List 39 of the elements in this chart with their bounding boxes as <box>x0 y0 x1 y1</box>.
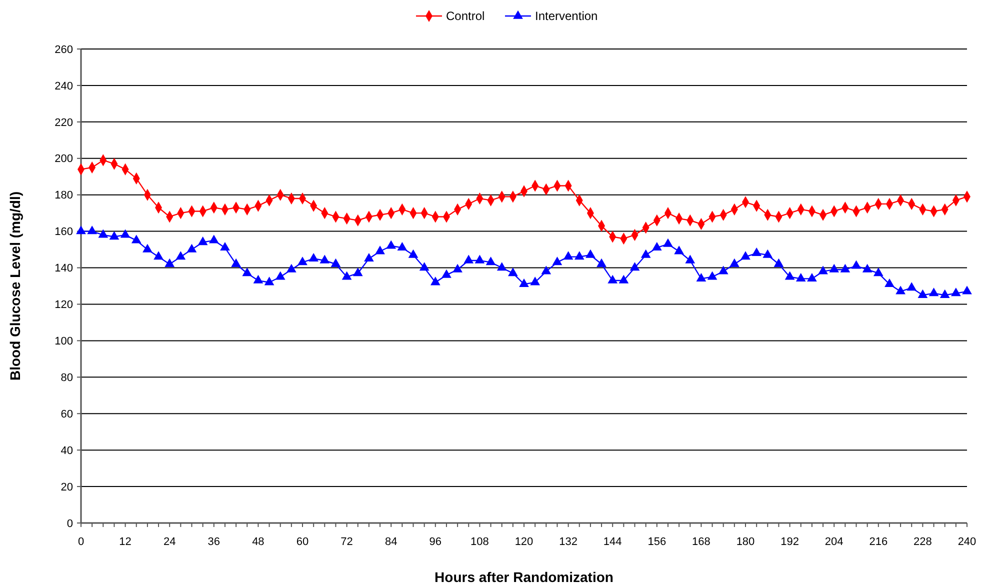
y-tick-label: 80 <box>60 372 73 384</box>
y-axis-title: Blood Glucose Level (mg/dl) <box>7 191 23 381</box>
x-tick-label: 228 <box>914 536 932 548</box>
x-tick-label: 132 <box>559 536 578 548</box>
x-tick-label: 72 <box>340 536 353 548</box>
y-tick-label: 260 <box>54 44 73 56</box>
y-tick-label: 120 <box>54 299 73 312</box>
x-tick-label: 192 <box>780 536 799 548</box>
x-tick-label: 120 <box>514 536 534 548</box>
y-tick-label: 200 <box>54 153 73 166</box>
x-tick-label: 144 <box>603 536 622 548</box>
legend-label: Control <box>446 9 485 24</box>
x-tick-label: 36 <box>208 536 220 548</box>
x-tick-label: 108 <box>470 536 489 548</box>
y-tick-label: 240 <box>54 80 73 92</box>
x-tick-label: 204 <box>824 536 844 548</box>
x-tick-label: 84 <box>384 536 398 548</box>
x-tick-label: 156 <box>648 536 666 548</box>
legend-label: Intervention <box>535 9 598 24</box>
y-tick-label: 20 <box>60 481 73 494</box>
x-tick-label: 168 <box>692 536 710 548</box>
y-tick-label: 0 <box>66 518 73 530</box>
x-tick-label: 216 <box>869 536 888 548</box>
x-tick-label: 48 <box>252 536 264 548</box>
x-tick-label: 60 <box>296 536 309 548</box>
y-tick-label: 100 <box>54 336 73 348</box>
x-tick-label: 180 <box>736 536 755 548</box>
x-tick-label: 96 <box>429 536 442 548</box>
x-tick-label: 12 <box>119 536 132 548</box>
x-tick-label: 0 <box>78 536 84 548</box>
x-tick-label: 240 <box>958 536 976 548</box>
y-tick-label: 40 <box>60 444 73 457</box>
y-tick-label: 220 <box>54 116 73 129</box>
y-tick-label: 160 <box>54 226 73 238</box>
y-tick-label: 180 <box>54 190 73 202</box>
y-tick-label: 60 <box>60 408 73 420</box>
x-axis-title: Hours after Randomization <box>434 569 614 585</box>
x-tick-label: 24 <box>163 536 176 548</box>
y-tick-label: 140 <box>54 262 73 275</box>
